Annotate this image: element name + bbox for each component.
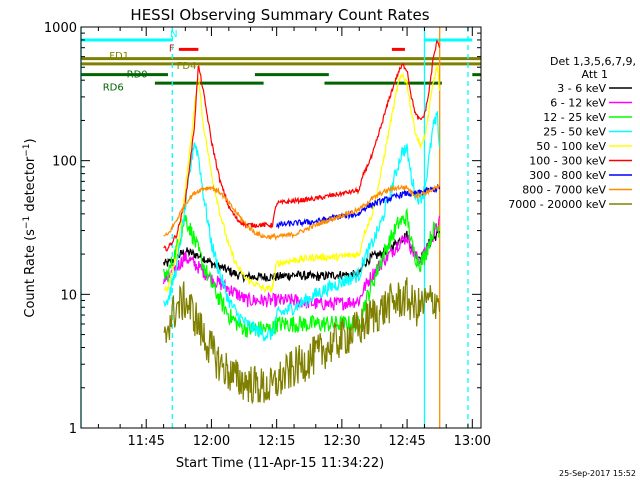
legend-label: 50 - 100 keV — [536, 140, 606, 153]
x-tick-label: 12:00 — [193, 434, 230, 449]
legend-label: 7000 - 20000 keV — [508, 198, 606, 211]
chart-title: HESSI Observing Summary Count Rates — [130, 6, 429, 24]
legend-header-line1: Det 1,3,5,6,7,9, — [550, 55, 636, 68]
axes: 11:45 12:00 12:15 12:30 12:45 13:00 1 10 100 1000 — [44, 21, 491, 449]
flag-label: FD1 — [109, 51, 129, 62]
x-tick-label: 11:45 — [127, 434, 164, 449]
flag-bars: NFFD1FD4RD0RD6 — [81, 29, 481, 93]
legend-label: 6 - 12 keV — [550, 97, 606, 110]
legend: Det 1,3,5,6,7,9, Att 1 3 - 6 keV 6 - 12 k… — [508, 55, 636, 211]
legend-label: 100 - 300 keV — [529, 155, 606, 168]
flag-label: N — [170, 29, 177, 40]
legend-label: 800 - 7000 keV — [522, 184, 606, 197]
x-tick-label: 12:45 — [388, 434, 425, 449]
data-series — [163, 39, 441, 405]
series-line — [163, 111, 441, 342]
x-axis-label: Start Time (11-Apr-15 11:34:22) — [176, 456, 384, 471]
legend-label: 12 - 25 keV — [543, 111, 606, 124]
legend-label: 300 - 800 keV — [529, 169, 606, 182]
date-stamp: 25-Sep-2017 15:52 — [559, 469, 636, 478]
x-tick-label: 13:00 — [454, 434, 491, 449]
y-axis-label: Count Rate (s−1 detector−1) — [22, 138, 38, 317]
flag-label: RD0 — [127, 69, 148, 80]
flag-label: RD6 — [103, 82, 124, 93]
flag-label: FD4 — [177, 61, 197, 72]
y-tick-label: 10 — [60, 288, 77, 303]
y-tick-label: 1000 — [44, 21, 77, 36]
legend-label: 25 - 50 keV — [543, 126, 606, 139]
series-line — [163, 277, 441, 405]
y-tick-label: 100 — [52, 155, 77, 170]
y-tick-label: 1 — [69, 422, 77, 437]
legend-label: 3 - 6 keV — [557, 82, 606, 95]
x-tick-label: 12:15 — [258, 434, 295, 449]
series-line — [163, 64, 441, 294]
series-line — [163, 184, 440, 242]
series-line — [163, 229, 441, 284]
legend-header-line2: Att 1 — [582, 68, 608, 81]
series-line — [163, 207, 441, 338]
x-tick-label: 12:30 — [323, 434, 360, 449]
plot-frame — [80, 26, 482, 429]
series-line — [163, 39, 441, 252]
